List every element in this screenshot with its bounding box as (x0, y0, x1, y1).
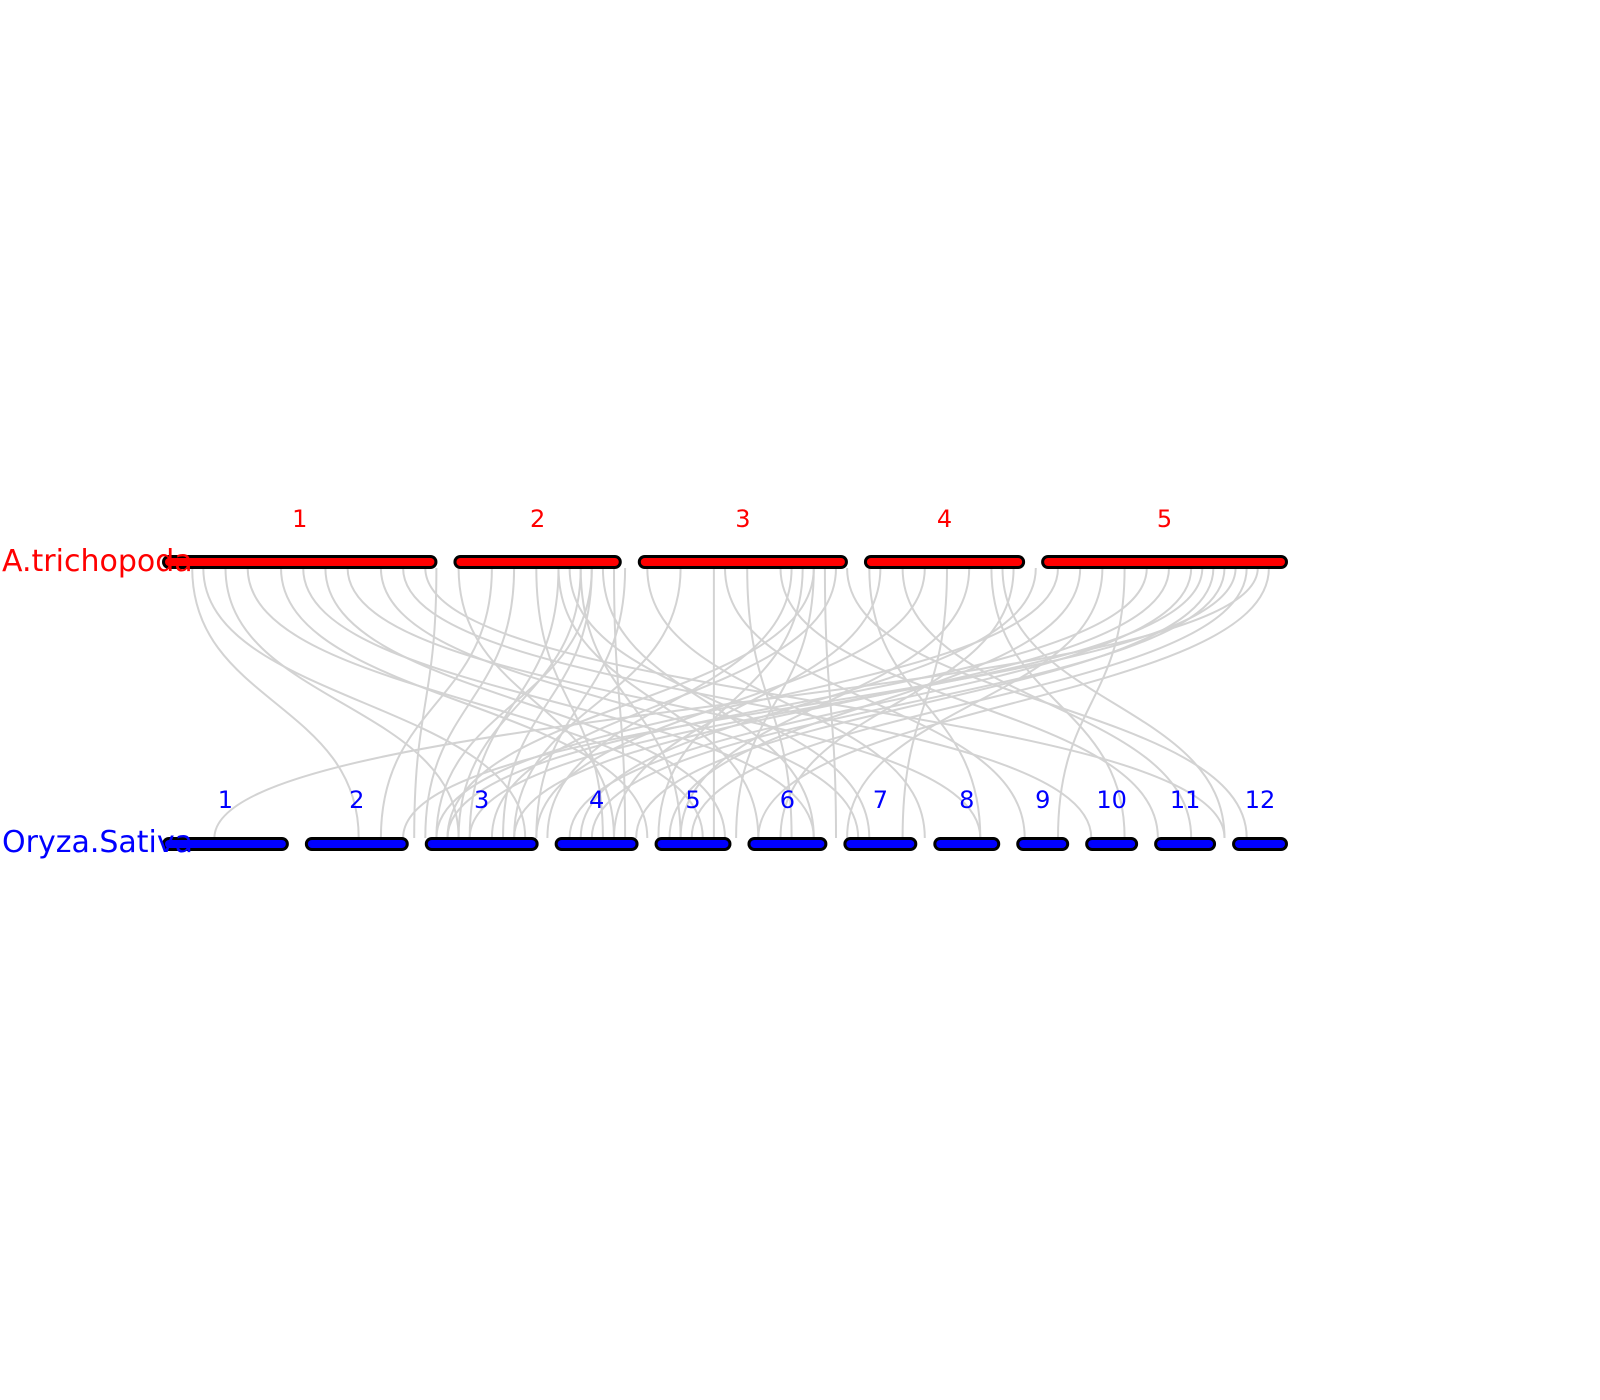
synteny-link (413, 567, 438, 839)
bottom-chromosome-12-fill (1235, 840, 1285, 848)
bottom-chromosome-6-fill (750, 840, 825, 848)
bottom-chromosome-label: 11 (1170, 786, 1201, 814)
top-chromosome-label: 3 (735, 505, 750, 533)
synteny-link (901, 567, 1193, 839)
bottom-genome-name: Oryza.Sativa (2, 825, 193, 860)
top-chromosome-5-fill (1044, 558, 1285, 566)
bottom-chromosome-7-fill (846, 840, 915, 848)
bottom-chromosome-4-fill (557, 840, 636, 848)
bottom-chromosome-label: 8 (959, 786, 974, 814)
top-chromosome-label: 2 (530, 505, 545, 533)
synteny-link (635, 567, 1215, 839)
bottom-chromosome-3-fill (427, 840, 536, 848)
synteny-link (757, 567, 1270, 839)
synteny-link (1057, 567, 1126, 839)
synteny-link (246, 567, 704, 839)
bottom-chromosome-label: 5 (685, 786, 700, 814)
synteny-link (324, 567, 726, 839)
synteny-link (546, 567, 793, 839)
bottom-chromosome-9-fill (1019, 840, 1067, 848)
synteny-link (424, 567, 516, 839)
synteny-link (457, 567, 615, 839)
top-chromosome-label: 5 (1157, 505, 1172, 533)
synteny-link (690, 567, 1248, 839)
synteny-link (579, 567, 1037, 839)
synteny-link (646, 567, 926, 839)
bottom-chromosome-11-fill (1157, 840, 1214, 848)
synteny-link (446, 567, 1148, 839)
synteny-link (446, 567, 815, 839)
synteny-link (468, 567, 1204, 839)
synteny-link (502, 567, 593, 839)
bottom-chromosome-label: 7 (873, 786, 888, 814)
synteny-link (435, 567, 1059, 839)
synteny-link (823, 567, 837, 839)
bottom-chromosome-5-fill (657, 840, 729, 848)
synteny-link (568, 567, 1193, 839)
top-genome-chromosomes: 1 2 3 4 5 (162, 505, 1288, 569)
bottom-chromosome-label: 4 (589, 786, 604, 814)
bottom-chromosome-label: 10 (1096, 786, 1127, 814)
synteny-links (191, 567, 1270, 839)
top-chromosome-4-fill (866, 558, 1023, 566)
synteny-link (846, 567, 1104, 839)
synteny-link (668, 567, 1082, 839)
bottom-chromosome-2-fill (307, 840, 406, 848)
synteny-link (779, 567, 1015, 839)
synteny-link (513, 567, 1170, 839)
bottom-chromosome-label: 9 (1035, 786, 1050, 814)
synteny-link (224, 567, 460, 839)
top-chromosome-label: 1 (292, 505, 307, 533)
bottom-chromosome-label: 3 (474, 786, 489, 814)
synteny-link (379, 567, 493, 839)
synteny-link (613, 567, 627, 839)
synteny-link (513, 567, 682, 839)
bottom-chromosome-label: 12 (1245, 786, 1276, 814)
bottom-chromosome-label: 2 (349, 786, 364, 814)
synteny-link (213, 567, 1259, 839)
bottom-chromosome-8-fill (936, 840, 998, 848)
synteny-link (746, 567, 793, 839)
top-chromosome-3-fill (640, 558, 845, 566)
top-chromosome-2-fill (456, 558, 619, 566)
top-chromosome-label: 4 (937, 505, 952, 533)
bottom-chromosome-1-fill (165, 840, 286, 848)
synteny-link (191, 567, 360, 839)
synteny-link (1001, 567, 1226, 839)
synteny-link (735, 567, 815, 839)
top-chromosome-1-fill (165, 558, 435, 566)
bottom-chromosome-10-fill (1088, 840, 1136, 848)
bottom-chromosome-label: 6 (780, 786, 795, 814)
synteny-link (557, 567, 760, 839)
bottom-chromosome-label: 1 (218, 786, 233, 814)
synteny-link (402, 567, 1237, 839)
synteny-link (535, 567, 627, 839)
synteny-link (990, 567, 1126, 839)
top-genome-name: A.trichopoda (2, 544, 193, 579)
bottom-genome-chromosomes: 1 2 3 4 5 6 7 8 9 10 11 12 (162, 786, 1288, 851)
